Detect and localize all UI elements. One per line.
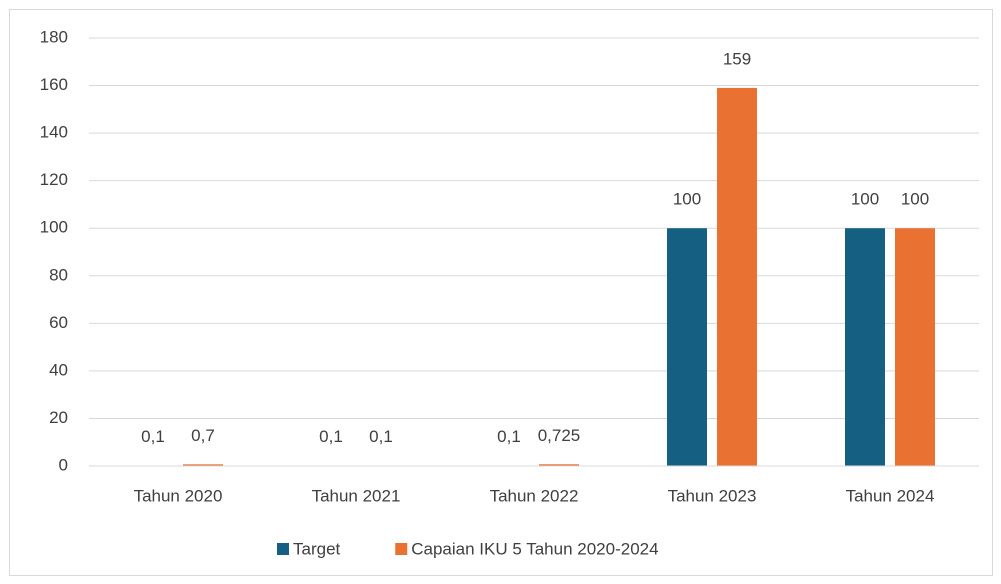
data-label: 100 [673, 190, 701, 209]
x-tick-label: Tahun 2024 [846, 486, 935, 505]
chart-border [9, 9, 993, 576]
legend-swatch [277, 543, 289, 555]
y-tick-label: 60 [49, 313, 68, 332]
y-tick-label: 180 [40, 27, 68, 46]
legend-swatch [395, 543, 408, 555]
bar [539, 464, 579, 466]
bar [183, 464, 223, 466]
legend-label: Target [293, 539, 341, 558]
x-tick-label: Tahun 2023 [668, 486, 757, 505]
bar [895, 228, 935, 466]
bar [667, 228, 707, 466]
bar [717, 87, 757, 466]
data-label: 0,1 [319, 427, 343, 446]
y-tick-label: 160 [40, 75, 68, 94]
x-tick-label: Tahun 2021 [312, 486, 401, 505]
y-tick-label: 40 [49, 360, 68, 379]
x-tick-label: Tahun 2020 [134, 486, 223, 505]
data-label: 0,1 [497, 427, 521, 446]
data-label: 0,1 [369, 427, 393, 446]
data-label: 100 [901, 190, 929, 209]
y-tick-label: 140 [40, 123, 68, 142]
legend-label: Capaian IKU 5 Tahun 2020-2024 [411, 539, 658, 558]
data-label: 0,7 [191, 426, 215, 445]
y-tick-label: 80 [49, 265, 68, 284]
data-label: 0,1 [141, 427, 165, 446]
data-label: 159 [723, 49, 751, 68]
data-label: 100 [851, 190, 879, 209]
y-tick-label: 20 [49, 408, 68, 427]
bar [845, 228, 885, 466]
y-tick-label: 100 [40, 218, 68, 237]
y-tick-label: 0 [59, 455, 68, 474]
y-tick-label: 120 [40, 170, 68, 189]
data-label: 0,725 [538, 426, 581, 445]
x-tick-label: Tahun 2022 [490, 486, 579, 505]
